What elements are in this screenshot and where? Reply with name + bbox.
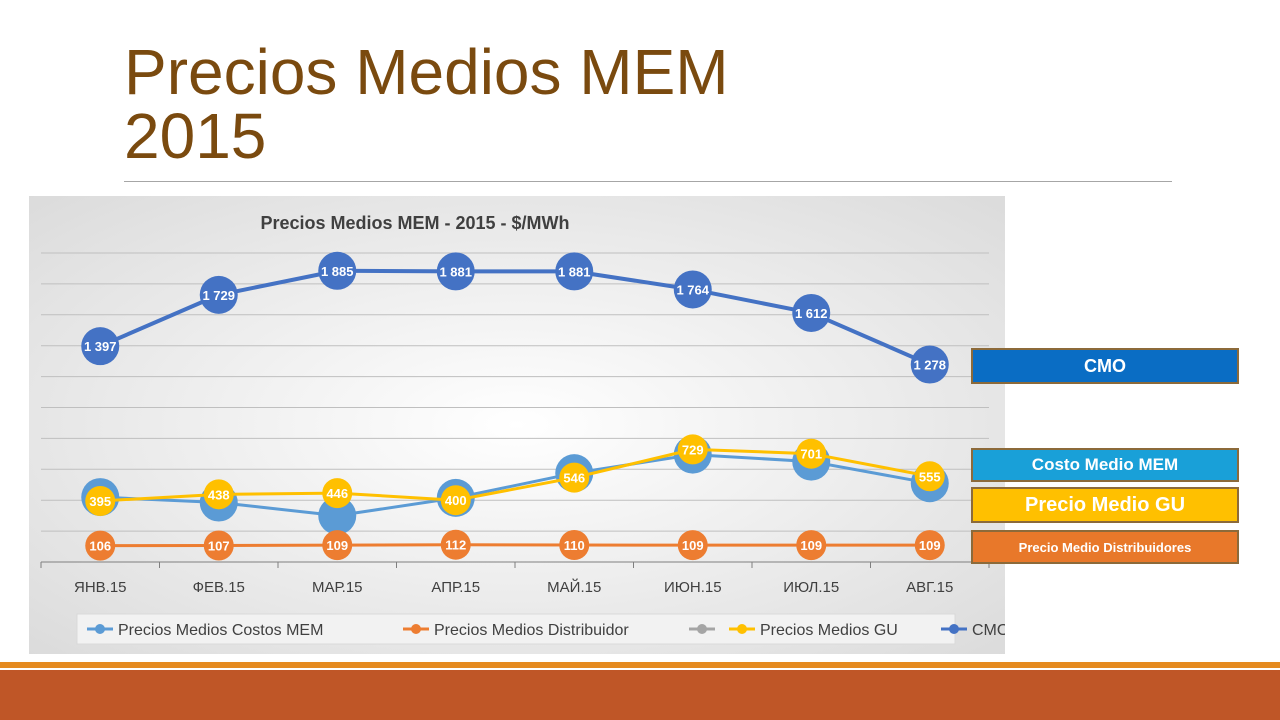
data-point: [559, 462, 590, 493]
data-label: 438: [208, 487, 230, 502]
slide-title-line1: Precios Medios MEM: [124, 36, 729, 108]
x-tick-label: МАР.15: [312, 579, 363, 596]
legend-label: CMO: [972, 622, 1005, 639]
data-point: [796, 530, 827, 561]
data-label: 1 881: [558, 264, 591, 279]
series-line: [99, 268, 931, 367]
slide-title: Precios Medios MEM 2015: [124, 40, 729, 168]
series-4: 1 397 1 729 1 885 1 881 1 881 1 764 1 612 1 278: [81, 251, 949, 384]
legend-swatch-marker: [949, 624, 959, 634]
title-divider: [124, 181, 1172, 182]
series-line: [100, 543, 930, 548]
data-point: [436, 252, 475, 291]
x-axis: ЯНВ.15 ФЕВ.15 МАР.15 АПР.15 МАЙ.15 ИЮН.15 ИЮЛ.…: [40, 561, 990, 596]
data-label: 1 881: [439, 264, 472, 279]
series-3: 395 438 446 400 546 729 701 555: [85, 434, 945, 516]
footer-accent-line: [0, 662, 1280, 668]
data-point: [555, 252, 594, 291]
data-point: [322, 478, 353, 509]
data-label: 1 885: [321, 264, 354, 279]
data-point: [81, 327, 120, 366]
legend-swatch-marker: [697, 624, 707, 634]
x-tick-label: ИЮЛ.15: [783, 579, 839, 596]
data-point: [796, 438, 827, 469]
series-layer: 106 107 109 112 110 109 109 109 395 438 446 400 546 7…: [81, 251, 949, 561]
data-point: [85, 530, 116, 561]
data-point: [322, 530, 353, 561]
data-label: 729: [682, 442, 704, 457]
data-label: 112: [445, 538, 466, 553]
data-label: 1 764: [676, 282, 709, 297]
x-tick-label: АВГ.15: [906, 579, 953, 596]
legend-label: Precios Medios GU: [760, 622, 898, 639]
chart-background: [29, 196, 1005, 654]
x-tick-label: ЯНВ.15: [74, 579, 127, 596]
x-tick-label: МАЙ.15: [547, 578, 601, 596]
x-tick-label: ФЕВ.15: [193, 579, 245, 596]
data-label: 1 612: [795, 306, 828, 321]
data-point: [559, 530, 590, 561]
legend-swatch-marker: [411, 624, 421, 634]
data-point: [199, 275, 238, 314]
data-label: 400: [445, 493, 467, 508]
x-tick-label: ИЮН.15: [664, 579, 722, 596]
label-precio-medio-distribuidores: Precio Medio Distribuidores: [971, 530, 1239, 564]
data-point: [677, 530, 708, 561]
legend: Precios Medios Costos MEM Precios Medios …: [76, 613, 1005, 645]
label-costo-medio-mem: Costo Medio MEM: [971, 448, 1239, 482]
data-label: 109: [800, 538, 822, 553]
chart-container: Precios Medios MEM - 2015 - $/MWh 106 107…: [29, 196, 1005, 654]
data-label: 1 397: [84, 339, 117, 354]
label-precio-medio-gu: Precio Medio GU: [971, 487, 1239, 523]
chart-title: Precios Medios MEM - 2015 - $/MWh: [260, 213, 569, 233]
data-point: [203, 479, 234, 510]
legend-swatch-marker: [737, 624, 747, 634]
data-point: [440, 485, 471, 516]
data-label: 107: [208, 538, 230, 553]
series-line: [100, 447, 931, 503]
data-point: [318, 251, 357, 290]
data-point: [792, 293, 831, 332]
data-point: [673, 270, 712, 309]
series-1: 106 107 109 112 110 109 109 109: [85, 529, 945, 561]
data-point: [914, 461, 945, 492]
data-label: 109: [682, 538, 704, 553]
legend-box: [76, 613, 956, 645]
data-label: 109: [326, 538, 348, 553]
legend-label: Precios Medios Costos MEM: [118, 622, 323, 639]
legend-swatch-marker: [95, 624, 105, 634]
data-label: 701: [800, 447, 822, 462]
data-point: [318, 496, 357, 535]
line-chart: Precios Medios MEM - 2015 - $/MWh 106 107…: [29, 196, 1005, 654]
legend-label: Precios Medios Distribuidor: [434, 622, 629, 639]
series-line: [100, 453, 931, 518]
data-label: 395: [89, 494, 111, 509]
data-label: 110: [564, 538, 585, 553]
data-point: [914, 530, 945, 561]
data-point: [910, 345, 949, 384]
data-label: 109: [919, 538, 941, 553]
data-point: [440, 529, 471, 560]
footer-bar: [0, 670, 1280, 720]
data-label: 446: [326, 486, 348, 501]
label-cmo: CMO: [971, 348, 1239, 384]
data-label: 1 729: [202, 288, 235, 303]
data-label: 1 278: [913, 358, 946, 373]
data-point: [203, 530, 234, 561]
data-label: 546: [563, 471, 585, 486]
data-label: 106: [89, 539, 111, 554]
slide-title-line2: 2015: [124, 100, 267, 172]
data-label: 555: [919, 469, 941, 484]
x-tick-label: АПР.15: [431, 579, 480, 596]
data-point: [85, 485, 116, 516]
data-point: [677, 434, 708, 465]
